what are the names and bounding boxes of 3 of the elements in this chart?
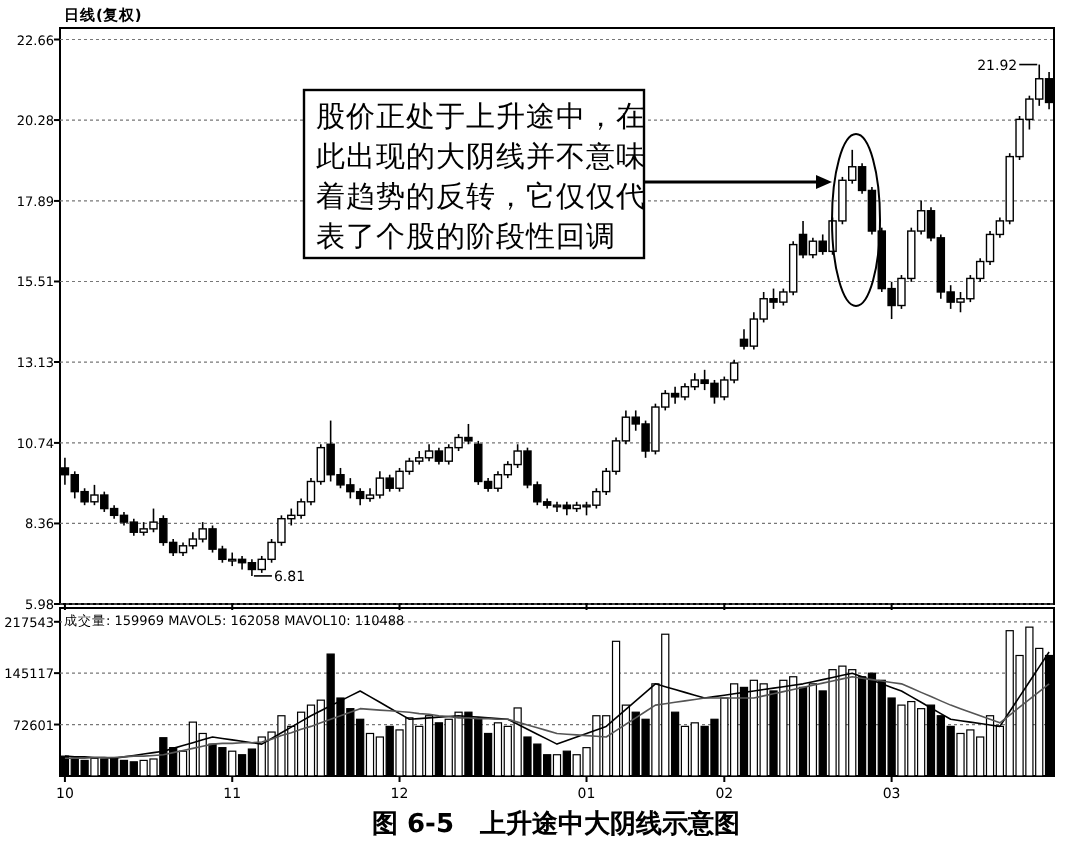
text: 图 6-5 上升途中大阴线示意图 xyxy=(371,808,741,840)
line-series xyxy=(64,675,1050,760)
annotation: 股价正处于上升途中，在此出现的大阴线并不意味着趋势的反转，它仅仅代表了个股的阶段性回调 xyxy=(316,100,646,254)
